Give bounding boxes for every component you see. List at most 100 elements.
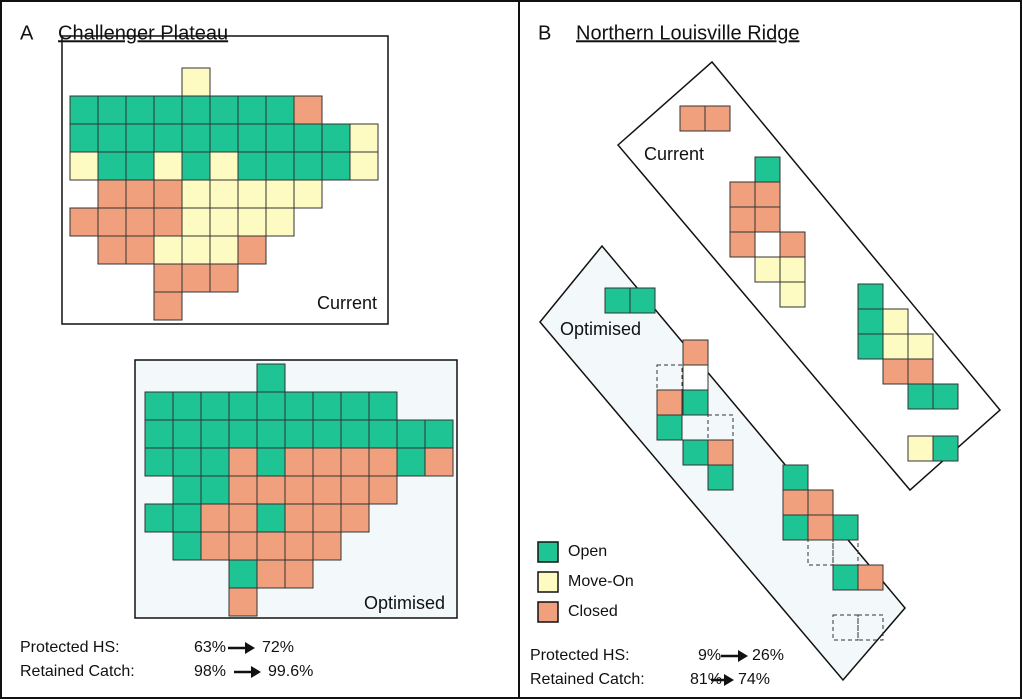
stat-to: 74% — [738, 671, 770, 688]
cell — [200, 419, 230, 449]
cell — [69, 123, 99, 153]
cell — [682, 439, 709, 466]
cell — [284, 475, 314, 505]
cell — [97, 95, 127, 125]
cell — [782, 489, 809, 516]
cell — [153, 179, 183, 209]
stat-from: 9% — [698, 647, 721, 664]
cell — [144, 503, 174, 533]
cell — [209, 235, 239, 265]
cell — [144, 419, 174, 449]
cell — [754, 256, 781, 283]
cell — [807, 514, 834, 541]
map-label: Optimised — [364, 593, 445, 613]
cell — [882, 358, 909, 385]
arrow-head — [738, 650, 748, 662]
map-label: Current — [317, 293, 377, 313]
cell — [284, 503, 314, 533]
cell — [228, 531, 258, 561]
cell — [209, 151, 239, 181]
cell — [284, 559, 314, 589]
cell — [228, 587, 258, 617]
cell — [368, 419, 398, 449]
cell — [729, 231, 756, 258]
cell — [228, 503, 258, 533]
cell — [321, 123, 351, 153]
cell — [172, 503, 202, 533]
cell — [656, 389, 683, 416]
cell — [172, 531, 202, 561]
cell — [125, 207, 155, 237]
cell — [97, 151, 127, 181]
cell — [368, 391, 398, 421]
cell — [125, 123, 155, 153]
cell — [424, 447, 454, 477]
cell — [629, 287, 656, 314]
cell — [97, 179, 127, 209]
cell — [340, 503, 370, 533]
cell — [265, 123, 295, 153]
legend-swatch — [537, 571, 559, 593]
cell — [312, 391, 342, 421]
cell — [682, 364, 709, 391]
cell — [181, 207, 211, 237]
cell — [754, 206, 781, 233]
cell — [779, 256, 806, 283]
stat-from: 63% — [194, 639, 226, 656]
cell — [857, 333, 884, 360]
cell — [265, 179, 295, 209]
cell — [265, 207, 295, 237]
cell — [172, 447, 202, 477]
cell — [729, 181, 756, 208]
cell — [679, 105, 706, 132]
cell — [200, 391, 230, 421]
cell — [237, 123, 267, 153]
cell — [209, 179, 239, 209]
cell — [265, 95, 295, 125]
cell — [907, 383, 934, 410]
cell — [256, 363, 286, 393]
cell — [153, 235, 183, 265]
stat-to: 99.6% — [268, 663, 313, 680]
legend-swatch — [537, 541, 559, 563]
cell — [707, 439, 734, 466]
cell — [396, 447, 426, 477]
stat-to: 72% — [262, 639, 294, 656]
cell — [832, 564, 859, 591]
cell — [882, 308, 909, 335]
cell — [237, 207, 267, 237]
cell — [144, 391, 174, 421]
arrow-head — [245, 642, 255, 654]
cell — [340, 447, 370, 477]
cell — [293, 151, 323, 181]
cell — [69, 207, 99, 237]
cell — [153, 207, 183, 237]
cell — [932, 383, 959, 410]
cell — [729, 206, 756, 233]
cell — [200, 475, 230, 505]
cell — [256, 391, 286, 421]
cell — [312, 419, 342, 449]
cell — [69, 95, 99, 125]
cell — [321, 151, 351, 181]
legend-label: Move-On — [568, 573, 634, 590]
cell — [181, 151, 211, 181]
cell — [256, 503, 286, 533]
stat-name: Retained Catch: — [20, 663, 135, 680]
cell — [312, 531, 342, 561]
cell — [907, 333, 934, 360]
cell — [312, 447, 342, 477]
cell — [293, 123, 323, 153]
cell — [256, 559, 286, 589]
map-label: Optimised — [560, 319, 641, 339]
cell — [284, 419, 314, 449]
cell — [704, 105, 731, 132]
cell — [682, 339, 709, 366]
stat-from: 81% — [690, 671, 722, 688]
cell — [97, 207, 127, 237]
cell — [209, 123, 239, 153]
cell — [284, 531, 314, 561]
cell — [807, 489, 834, 516]
cell — [228, 447, 258, 477]
